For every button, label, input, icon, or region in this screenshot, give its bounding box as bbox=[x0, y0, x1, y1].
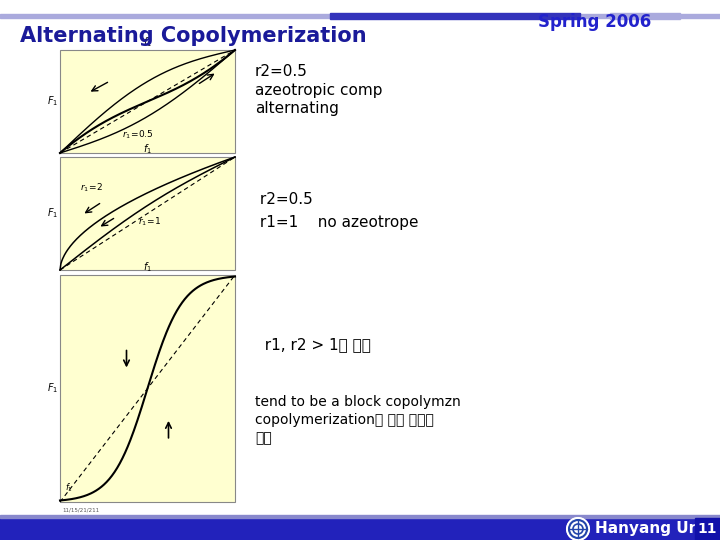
Text: Spring 2006: Spring 2006 bbox=[539, 13, 652, 31]
Text: r1, r2 > 1인 경우: r1, r2 > 1인 경우 bbox=[255, 338, 371, 353]
Text: $r_1\!=\!0.5$: $r_1\!=\!0.5$ bbox=[122, 129, 153, 141]
Text: 이름: 이름 bbox=[255, 431, 271, 445]
Text: copolymerization의 끝이 여기에: copolymerization의 끝이 여기에 bbox=[255, 413, 434, 427]
Text: r2=0.5: r2=0.5 bbox=[255, 64, 308, 79]
Text: alternating: alternating bbox=[255, 100, 339, 116]
Bar bbox=[610, 13, 680, 19]
Text: $r_1\!=\!2$: $r_1\!=\!2$ bbox=[80, 182, 103, 194]
Text: tend to be a block copolymzn: tend to be a block copolymzn bbox=[255, 395, 461, 409]
Text: azeotropic comp: azeotropic comp bbox=[255, 83, 382, 98]
Text: $f_1$: $f_1$ bbox=[143, 142, 152, 156]
Bar bbox=[695, 518, 720, 540]
Text: r1=1    no azeotrope: r1=1 no azeotrope bbox=[255, 214, 418, 230]
Bar bbox=[60, 275, 235, 502]
Bar bbox=[60, 50, 235, 153]
Bar bbox=[0, 14, 720, 18]
Text: 11/15/21/211: 11/15/21/211 bbox=[62, 507, 99, 512]
Bar bbox=[0, 515, 720, 518]
Text: $f_1$: $f_1$ bbox=[143, 260, 152, 274]
Text: $r_1\!=\!1$: $r_1\!=\!1$ bbox=[138, 216, 161, 228]
Text: $f_1$: $f_1$ bbox=[143, 35, 152, 49]
Bar bbox=[60, 157, 235, 270]
Text: $F_1$: $F_1$ bbox=[47, 94, 58, 109]
Text: $F_1$: $F_1$ bbox=[47, 207, 58, 220]
Bar bbox=[0, 518, 720, 540]
Text: $F_1$: $F_1$ bbox=[47, 382, 58, 395]
Circle shape bbox=[567, 518, 589, 540]
Text: Alternating Copolymerization: Alternating Copolymerization bbox=[20, 26, 366, 46]
Bar bbox=[330, 13, 580, 19]
Text: 11: 11 bbox=[697, 522, 716, 536]
Text: r2=0.5: r2=0.5 bbox=[255, 192, 312, 207]
Text: $f_1$: $f_1$ bbox=[65, 482, 73, 494]
Text: Hanyang Univ.: Hanyang Univ. bbox=[595, 522, 719, 537]
